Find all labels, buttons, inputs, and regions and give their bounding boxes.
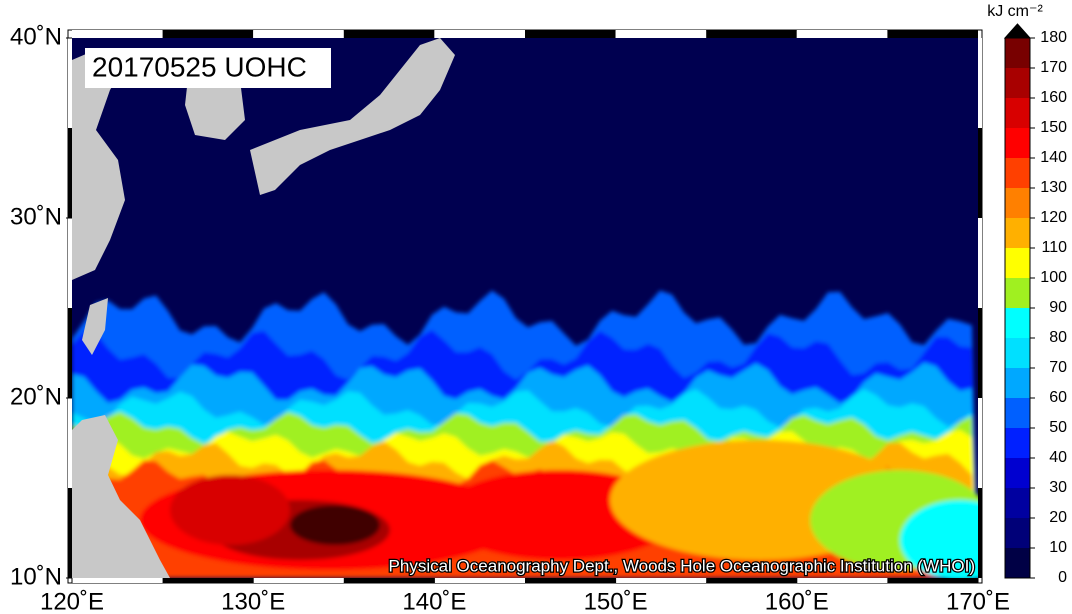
frame-segment xyxy=(68,308,72,398)
field-patch xyxy=(290,505,380,545)
lon-tick-label: 170˚E xyxy=(946,588,1010,614)
frame-segment xyxy=(343,30,435,38)
colorbar-tick-label: 80 xyxy=(1049,329,1067,346)
frame-segment xyxy=(72,578,163,583)
colorbar-segment xyxy=(1005,128,1030,158)
colorbar-tick-label: 0 xyxy=(1058,569,1067,586)
frame-segment xyxy=(162,578,254,583)
field-patch xyxy=(900,500,978,578)
frame-segment xyxy=(796,578,888,583)
frame-segment xyxy=(978,128,982,218)
frame-segment xyxy=(162,30,254,38)
colorbar-tick-label: 50 xyxy=(1049,419,1067,436)
land xyxy=(72,38,455,578)
colorbar-segment xyxy=(1005,308,1030,338)
credit: Physical Oceanography Dept., Woods Hole … xyxy=(389,556,975,575)
lon-tick-label: 150˚E xyxy=(584,588,648,614)
colorbar-tick-label: 30 xyxy=(1049,479,1067,496)
philippines xyxy=(72,415,170,578)
frame-segment xyxy=(68,218,72,308)
frame-segment xyxy=(978,218,982,308)
colorbar-segment xyxy=(1005,278,1030,308)
field-patch xyxy=(170,475,290,545)
colorbar-segment xyxy=(1005,218,1030,248)
lon-tick-label: 160˚E xyxy=(765,588,829,614)
frame-segment xyxy=(706,30,797,38)
frame-segment xyxy=(615,578,707,583)
frame-segment xyxy=(978,38,982,128)
japan xyxy=(250,38,455,195)
frame-segment xyxy=(796,30,888,38)
colorbar-tick-label: 170 xyxy=(1040,59,1067,76)
title-box xyxy=(85,48,331,88)
frame-segment xyxy=(68,38,72,128)
colorbar-segment xyxy=(1005,248,1030,278)
colorbar-tick-label: 110 xyxy=(1041,239,1067,256)
frame-segment xyxy=(525,578,616,583)
field-bands xyxy=(72,290,978,578)
lon-tick-label: 120˚E xyxy=(40,588,104,614)
frame-segment xyxy=(706,578,797,583)
map-title: 20170525 UOHC xyxy=(92,51,307,82)
lat-tick-label: 20˚N xyxy=(10,383,62,410)
colorbar-tick-label: 70 xyxy=(1049,359,1067,376)
colorbar-segment xyxy=(1005,428,1030,458)
frame-segment xyxy=(434,30,525,38)
frame-segment xyxy=(434,578,525,583)
colorbar-segment xyxy=(1005,398,1030,428)
ocean-heat-field xyxy=(72,38,978,578)
colorbar-segment xyxy=(1005,98,1030,128)
colorbar-tick-label: 60 xyxy=(1049,389,1067,406)
colorbar-tick-label: 130 xyxy=(1040,179,1067,196)
frame-segment xyxy=(525,30,616,38)
colorbar-tick-label: 120 xyxy=(1040,209,1067,226)
frame-segment xyxy=(253,578,344,583)
frame-segment xyxy=(68,488,72,578)
frame-segment xyxy=(253,30,344,38)
colorbar-segment xyxy=(1005,458,1030,488)
colorbar-tick-label: 20 xyxy=(1049,509,1067,526)
frame-segment xyxy=(68,128,72,218)
china-coast xyxy=(72,48,128,280)
frame-segment xyxy=(72,30,163,38)
frame-segment xyxy=(887,30,978,38)
colorbar: 0 10 20 30 40 50 60 70 80 90 100 110 120 130 140 150 160… xyxy=(1003,23,1067,586)
colorbar-tick-label: 180 xyxy=(1040,29,1067,46)
lon-tick-label: 140˚E xyxy=(402,588,466,614)
frame-segment xyxy=(887,578,978,583)
colorbar-unit: kJ cm⁻² xyxy=(987,3,1043,20)
colorbar-tick-label: 140 xyxy=(1040,149,1067,166)
colorbar-tick-label: 100 xyxy=(1040,269,1067,286)
frame-segment xyxy=(343,578,435,583)
colorbar-segment xyxy=(1005,548,1030,578)
colorbar-tick-label: 10 xyxy=(1049,539,1067,556)
colorbar-tick-label: 150 xyxy=(1040,119,1067,136)
colorbar-segment xyxy=(1005,68,1030,98)
frame-segment xyxy=(68,398,72,488)
colorbar-tick-label: 90 xyxy=(1049,299,1067,316)
map-frame: 120˚E 130˚E 140˚E 150˚E 160˚E 170˚E 10˚N 20˚N 30… xyxy=(10,23,1010,614)
colorbar-segment xyxy=(1005,38,1030,68)
colorbar-segment xyxy=(1005,488,1030,518)
lat-tick-label: 40˚N xyxy=(10,23,62,50)
frame-segment xyxy=(615,30,707,38)
frame-segment xyxy=(978,308,982,398)
frame-segment xyxy=(978,488,982,578)
colorbar-segment xyxy=(1005,518,1030,548)
taiwan xyxy=(82,298,108,355)
colorbar-tick-label: 40 xyxy=(1049,449,1067,466)
frame-segment xyxy=(978,398,982,488)
lat-tick-label: 30˚N xyxy=(10,203,62,230)
colorbar-segment xyxy=(1005,188,1030,218)
colorbar-segment xyxy=(1005,368,1030,398)
lon-tick-label: 130˚E xyxy=(221,588,285,614)
colorbar-tick-label: 160 xyxy=(1040,89,1067,106)
lat-tick-label: 10˚N xyxy=(10,563,62,590)
colorbar-segment xyxy=(1005,338,1030,368)
colorbar-segment xyxy=(1005,158,1030,188)
colorbar-extension xyxy=(1003,23,1032,39)
